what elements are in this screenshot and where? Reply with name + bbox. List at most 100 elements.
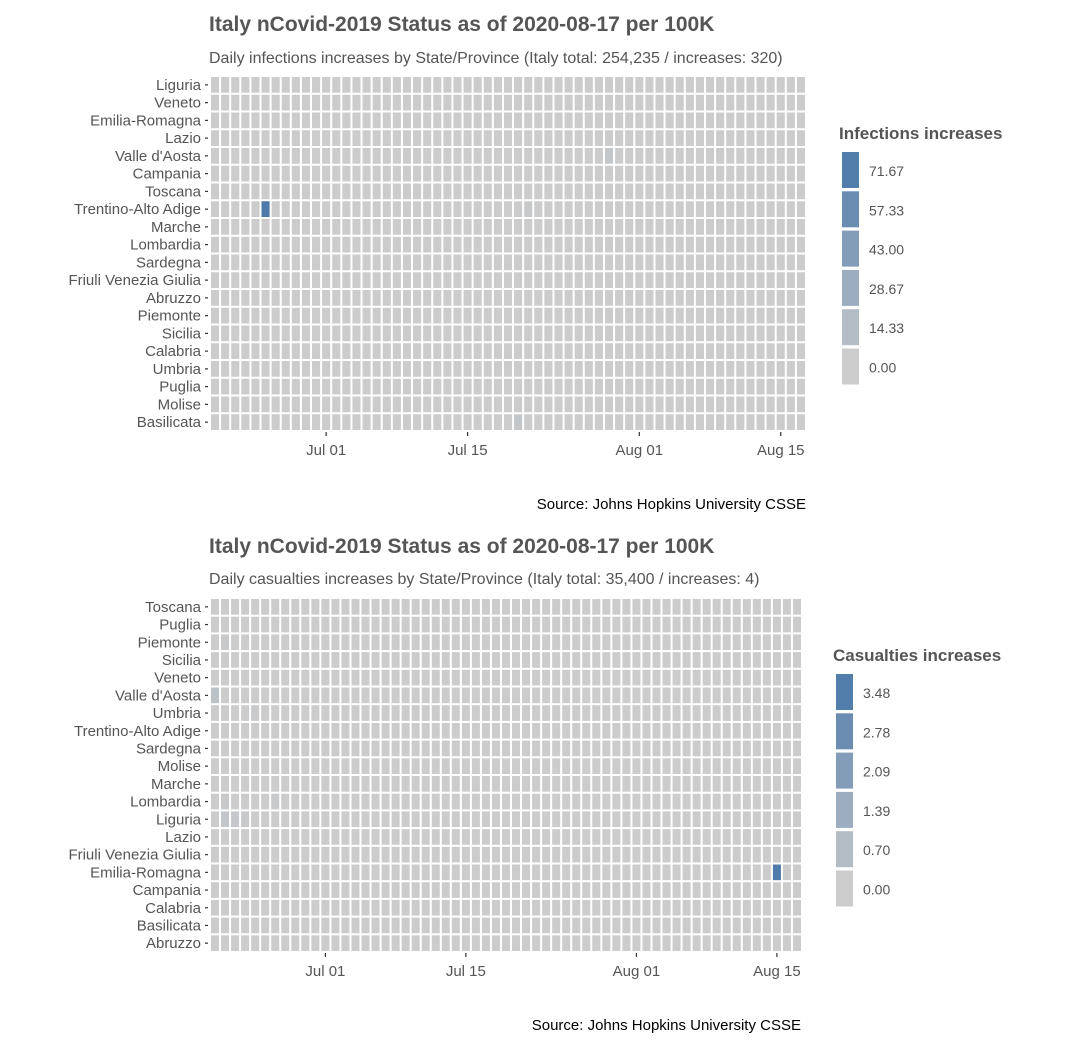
heatmap-cell: [241, 616, 250, 633]
heatmap-cell: [604, 130, 614, 146]
heatmap-cell: [331, 899, 340, 916]
heatmap-cell: [311, 740, 320, 757]
heatmap-cell: [716, 343, 725, 359]
heatmap-cell: [221, 325, 230, 342]
heatmap-cell: [301, 94, 311, 111]
legend: Infections increases71.6757.3343.0028.67…: [839, 124, 1002, 385]
heatmap-cell: [431, 652, 440, 668]
heatmap-cell: [772, 758, 781, 774]
heatmap-cell: [635, 396, 644, 413]
heatmap-cell: [625, 165, 634, 182]
heatmap-cell: [281, 811, 290, 828]
heatmap-cell: [311, 917, 320, 934]
heatmap-cell: [461, 882, 470, 898]
heatmap-cell: [655, 361, 664, 377]
heatmap-cell: [746, 94, 755, 111]
heatmap-cell: [332, 77, 341, 93]
heatmap-cell: [461, 669, 470, 686]
heatmap-cell: [211, 343, 220, 359]
heatmap-cell: [361, 669, 370, 686]
heatmap-cell: [211, 290, 220, 306]
heatmap-cell: [732, 811, 741, 828]
heatmap-cell: [281, 414, 290, 430]
heatmap-cell: [453, 201, 462, 217]
heatmap-cell: [291, 687, 300, 704]
heatmap-cell: [251, 396, 260, 413]
x-tick-label: Jul 01: [305, 963, 345, 980]
heatmap-cell: [756, 183, 765, 200]
heatmap-cell: [321, 917, 330, 934]
heatmap-cell: [695, 272, 704, 288]
heatmap-cell: [331, 917, 340, 934]
heatmap-cell: [312, 378, 321, 395]
heatmap-cell: [341, 758, 350, 774]
heatmap-cell: [473, 325, 482, 342]
heatmap-cell: [351, 758, 360, 774]
heatmap-cell: [231, 148, 240, 164]
heatmap-cell: [391, 687, 400, 704]
heatmap-cell: [291, 290, 300, 306]
heatmap-cell: [672, 652, 681, 668]
heatmap-cell: [382, 236, 391, 253]
heatmap-cell: [231, 414, 240, 430]
heatmap-cell: [351, 917, 360, 934]
heatmap-cell: [481, 882, 490, 898]
heatmap-cell: [433, 361, 442, 377]
heatmap-cell: [602, 882, 611, 898]
heatmap-cell: [231, 634, 240, 651]
heatmap-cell: [702, 864, 711, 881]
heatmap-cell: [381, 599, 390, 615]
heatmap-cell: [483, 361, 492, 377]
heatmap-cell: [672, 776, 681, 792]
heatmap-cell: [481, 864, 490, 881]
heatmap-cell: [612, 758, 621, 774]
heatmap-cell: [736, 396, 745, 413]
heatmap-cell: [291, 811, 300, 828]
heatmap-cell: [401, 846, 410, 863]
heatmap-cell: [582, 829, 591, 845]
heatmap-cell: [796, 396, 805, 413]
heatmap-cell: [695, 165, 704, 182]
heatmap-cell: [786, 201, 795, 217]
heatmap-cell: [776, 254, 785, 271]
heatmap-cell: [241, 793, 250, 810]
heatmap-cell: [451, 917, 460, 934]
heatmap-cell: [736, 343, 745, 359]
heatmap-cell: [514, 325, 523, 342]
heatmap-cell: [642, 616, 651, 633]
heatmap-cell: [572, 864, 581, 881]
heatmap-cell: [645, 130, 654, 146]
heatmap-cell: [402, 94, 412, 111]
heatmap-cell: [451, 899, 460, 916]
heatmap-cell: [552, 722, 561, 739]
heatmap-cell: [481, 935, 490, 951]
heatmap-cell: [463, 343, 472, 359]
heatmap-cell: [675, 165, 684, 182]
heatmap-cell: [231, 343, 240, 359]
heatmap-cell: [522, 846, 531, 863]
heatmap-cell: [361, 599, 370, 615]
heatmap-cell: [695, 254, 704, 271]
heatmap-cell: [672, 793, 681, 810]
heatmap-cell: [421, 758, 430, 774]
heatmap-cell: [342, 272, 351, 288]
heatmap-cell: [301, 864, 310, 881]
heatmap-cell: [211, 130, 220, 146]
heatmap-cell: [512, 722, 521, 739]
heatmap-cell: [421, 687, 430, 704]
heatmap-cell: [665, 94, 674, 111]
heatmap-cell: [483, 307, 492, 324]
heatmap-cell: [391, 776, 400, 792]
heatmap-cell: [271, 811, 280, 828]
heatmap-cell: [471, 705, 480, 721]
heatmap-cell: [301, 236, 311, 253]
heatmap-cell: [554, 148, 563, 164]
heatmap-cell: [332, 148, 341, 164]
heatmap-cell: [645, 325, 654, 342]
heatmap-cell: [491, 758, 500, 774]
heatmap-cell: [782, 882, 791, 898]
heatmap-cell: [766, 148, 775, 164]
heatmap-cell: [594, 378, 603, 395]
heatmap-cells: [210, 76, 806, 431]
heatmap-cell: [642, 917, 651, 934]
